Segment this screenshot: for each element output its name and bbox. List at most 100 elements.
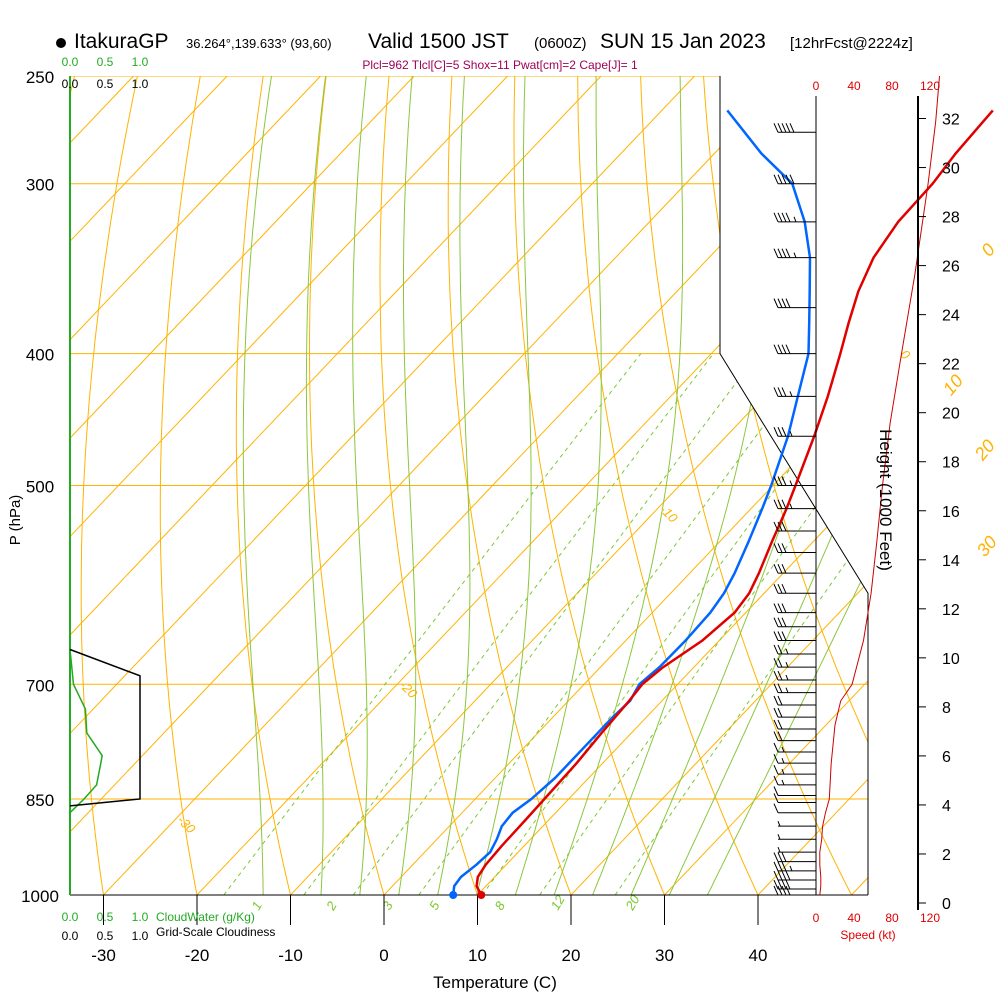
valid-date: SUN 15 Jan 2023: [600, 30, 766, 53]
cloudwater-profile: [69, 649, 103, 814]
wind-barb: [773, 617, 816, 628]
forecast-info: [12hrFcst@2224z]: [790, 35, 913, 52]
moist-adiabat: [352, 76, 368, 895]
dry-adiabat: [513, 76, 678, 895]
dry-adiabat: [309, 76, 393, 895]
wind-barb: [773, 387, 816, 397]
height-tick-label: 22: [942, 357, 960, 374]
height-axis-label: Height (1000 Feet): [876, 429, 895, 571]
speed-tick-label-top: 0: [813, 79, 820, 93]
mixing-ratio-line: [539, 353, 868, 895]
wind-barb: [773, 521, 816, 532]
speed-tick-label-top: 80: [885, 79, 899, 93]
speed-tick-label-bottom: 40: [847, 911, 861, 925]
wind-barb: [773, 476, 816, 486]
moist-adiabat: [692, 76, 868, 895]
cloudwater-tick-label: 1.0: [132, 55, 149, 69]
dry-adiabat: [889, 52, 1000, 924]
speed-axis-label: Speed (kt): [840, 928, 895, 942]
moist-adiabat: [505, 76, 602, 895]
wind-barb: [773, 742, 816, 753]
wind-barb: [773, 499, 816, 510]
moist-adiabat-label: 10: [939, 371, 967, 399]
cloudiness-tick-label: 0.5: [97, 77, 114, 91]
stability-indices: Plcl=962 Tlcl[C]=5 Shox=11 Pwat[cm]=2 Ca…: [362, 58, 638, 72]
height-tick-label: 32: [942, 112, 960, 129]
height-tick-label: 14: [942, 553, 960, 570]
pressure-tick-label: 850: [26, 791, 54, 810]
wind-barb: [773, 753, 816, 764]
wind-barb: [773, 344, 816, 355]
dry-adiabat: [235, 76, 299, 895]
dry-adiabat: [577, 76, 773, 895]
dry-adiabat: [159, 76, 206, 895]
wind-barb: [773, 852, 816, 863]
moist-adiabat: [430, 76, 471, 895]
height-tick-label: 2: [942, 847, 951, 864]
dry-adiabat: [447, 76, 583, 895]
wind-barb: [773, 248, 816, 259]
station-bullet-icon: [56, 38, 66, 48]
height-tick-label: 26: [942, 259, 960, 276]
chart-header: ItakuraGP 36.264°,139.633° (93,60) Valid…: [0, 30, 1000, 56]
mixing-ratio-line: [614, 353, 868, 895]
wind-barb: [773, 298, 816, 309]
surface-dewpoint-marker: [449, 891, 458, 899]
isotherm: [664, 76, 868, 895]
wind-barb: [773, 631, 816, 642]
wind-barb: [773, 786, 816, 797]
height-tick-label: 30: [942, 161, 960, 178]
cloudiness-tick-label: 1.0: [132, 77, 149, 91]
cloudwater-axis-label: CloudWater (g/Kg): [156, 910, 255, 924]
pressure-tick-label: 250: [26, 68, 54, 87]
mixing-ratio-label: 3: [379, 898, 396, 912]
wind-barb: [777, 834, 816, 840]
moist-adiabat: [393, 76, 417, 895]
height-tick-label: 10: [942, 651, 960, 668]
valid-time: Valid 1500 JST: [368, 30, 509, 53]
wind-barb: [773, 563, 816, 574]
speed-tick-label-bottom: 0: [813, 911, 820, 925]
mixing-ratio-label: 5: [426, 898, 443, 912]
height-tick-label: 24: [942, 308, 960, 325]
station-coords: 36.264°,139.633° (93,60): [186, 36, 332, 51]
mixing-ratio-label: 20: [622, 892, 643, 914]
wind-barb: [777, 820, 816, 827]
height-tick-label: 28: [942, 210, 960, 227]
wind-barb: [773, 543, 816, 553]
moist-adiabat: [655, 76, 868, 895]
wind-barb: [773, 719, 816, 730]
height-tick-label: 18: [942, 455, 960, 472]
wind-barb: [773, 683, 816, 694]
x-tick-label: 30: [655, 946, 674, 965]
isotherm: [290, 76, 868, 895]
isotherm: [70, 76, 602, 895]
x-tick-label: -20: [185, 946, 210, 965]
cloudwater-tick-label: 0.5: [97, 55, 114, 69]
isotherm: [70, 76, 228, 895]
surface-temperature-marker: [477, 891, 486, 899]
cloudiness-tick-label: 0.0: [62, 929, 79, 943]
isotherm: [70, 76, 415, 895]
wind-barb: [773, 427, 816, 437]
wind-barb: [773, 603, 816, 614]
x-tick-label: -10: [278, 946, 303, 965]
cloudiness-profile: [69, 648, 141, 807]
cloudwater-tick-label: 0.0: [62, 910, 79, 924]
cloudiness-axis-label: Grid-Scale Cloudiness: [156, 925, 275, 939]
wind-barb: [777, 846, 816, 853]
mixing-ratio-line: [223, 353, 642, 895]
x-axis-label: Temperature (C): [433, 973, 557, 992]
x-tick-label: -30: [91, 946, 116, 965]
mixing-ratio-line: [418, 353, 818, 895]
x-tick-label: 0: [379, 946, 388, 965]
dry-adiabat: [379, 76, 488, 895]
station-name: ItakuraGP: [74, 30, 169, 53]
speed-tick-label-bottom: 120: [920, 911, 940, 925]
speed-tick-label-bottom: 80: [885, 911, 899, 925]
speed-tick-label-top: 40: [847, 79, 861, 93]
cloudiness-tick-label: 0.0: [62, 77, 79, 91]
moist-adiabat: [242, 76, 272, 895]
wind-barb: [773, 695, 816, 706]
wind-barb: [773, 212, 816, 223]
